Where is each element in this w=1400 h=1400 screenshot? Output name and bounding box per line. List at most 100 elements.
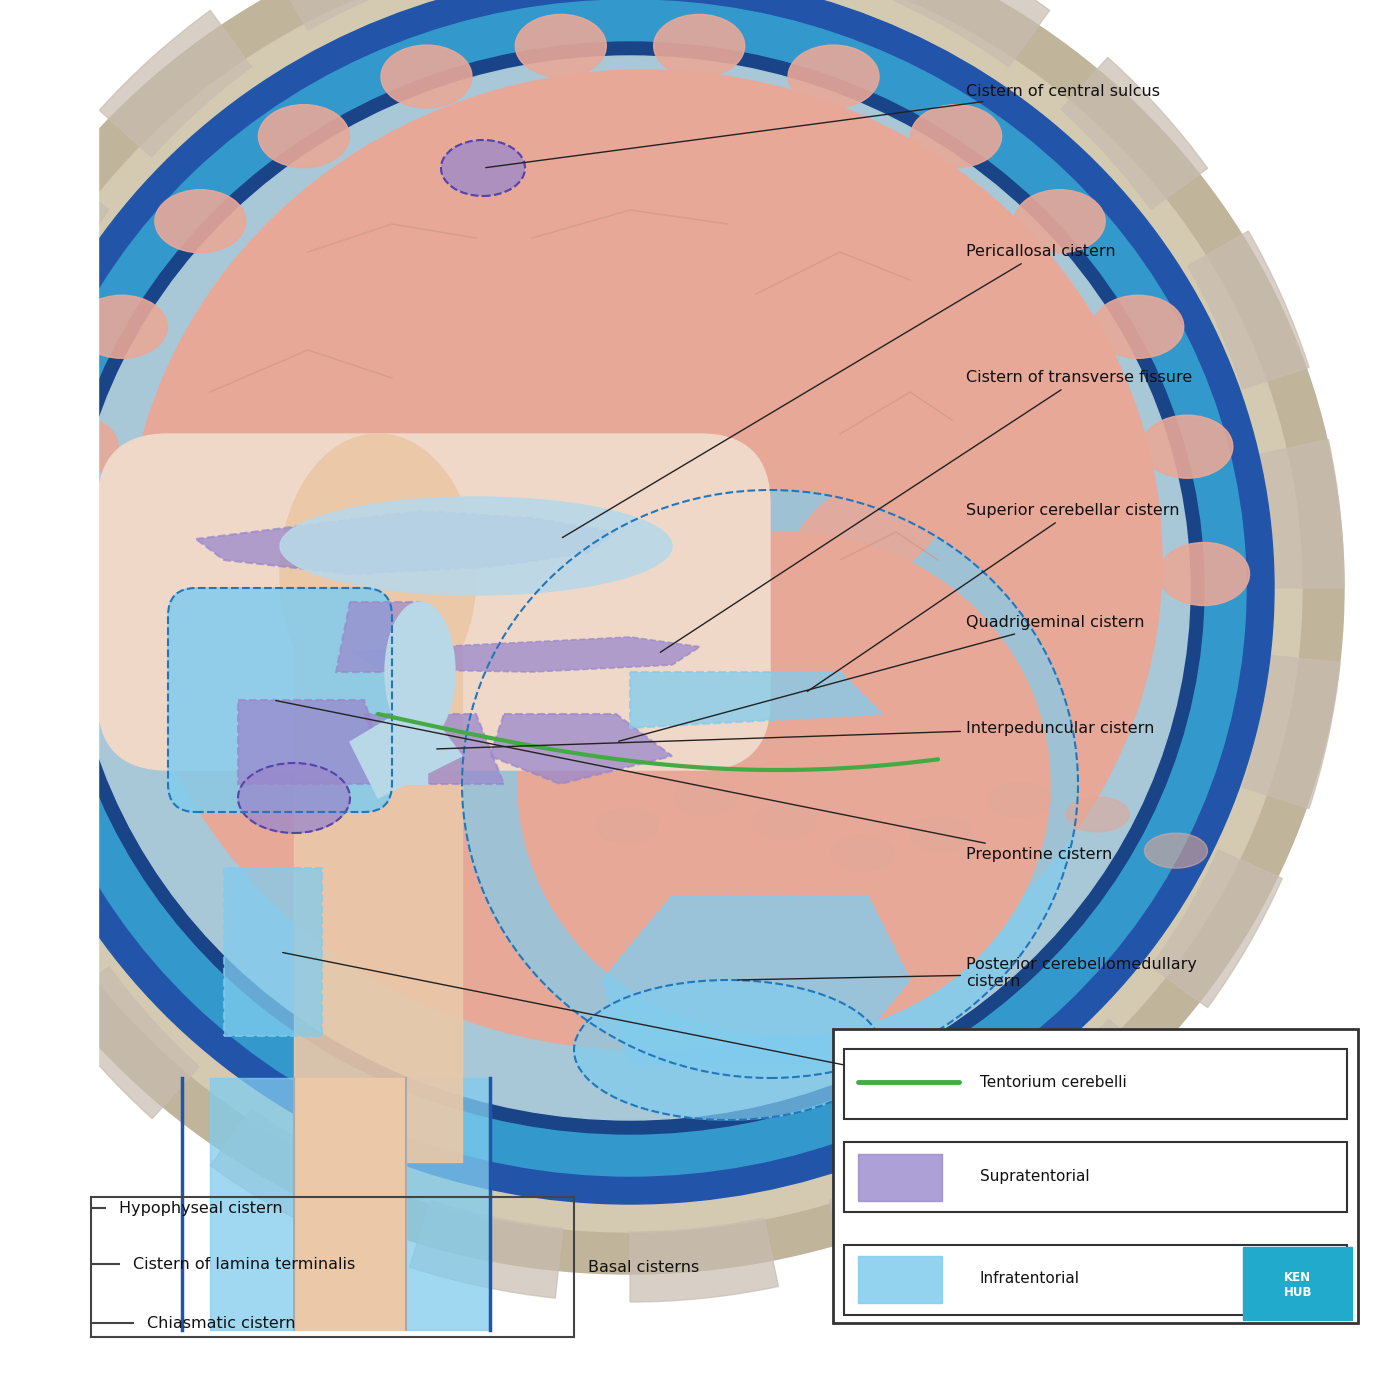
Wedge shape [0, 168, 109, 326]
Polygon shape [196, 511, 616, 574]
Wedge shape [829, 1145, 987, 1267]
Ellipse shape [910, 105, 1001, 168]
Ellipse shape [0, 0, 1274, 1204]
Ellipse shape [259, 105, 350, 168]
FancyBboxPatch shape [168, 588, 392, 812]
Ellipse shape [462, 490, 1078, 1078]
Polygon shape [490, 714, 672, 784]
Bar [844, 1049, 1347, 1119]
Polygon shape [224, 868, 322, 1036]
Text: Posterior cerebellomedullary
cistern: Posterior cerebellomedullary cistern [738, 956, 1197, 990]
Ellipse shape [647, 365, 809, 475]
Ellipse shape [11, 542, 102, 605]
Ellipse shape [155, 190, 246, 253]
Polygon shape [350, 637, 700, 672]
Wedge shape [409, 1200, 563, 1298]
Ellipse shape [0, 0, 1344, 1274]
Bar [844, 1245, 1347, 1315]
Wedge shape [1187, 231, 1309, 389]
Wedge shape [0, 787, 73, 945]
Ellipse shape [783, 643, 897, 757]
FancyBboxPatch shape [98, 434, 770, 770]
Polygon shape [336, 602, 420, 672]
Ellipse shape [1145, 833, 1207, 868]
Text: Cistern of transverse fissure: Cistern of transverse fissure [661, 371, 1193, 652]
Text: Pericallosal cistern: Pericallosal cistern [563, 245, 1116, 538]
Ellipse shape [76, 295, 167, 358]
Ellipse shape [126, 70, 1162, 1050]
Text: KEN
HUB: KEN HUB [1284, 1271, 1312, 1299]
Wedge shape [273, 0, 431, 31]
Text: Prepontine cistern: Prepontine cistern [276, 700, 1112, 861]
Wedge shape [1061, 57, 1208, 210]
Ellipse shape [1159, 542, 1249, 605]
Ellipse shape [14, 0, 1246, 1176]
Text: Interpeduncular cistern: Interpeduncular cistern [437, 721, 1155, 749]
Text: Premedullary cistern: Premedullary cistern [283, 952, 1133, 1113]
Ellipse shape [441, 140, 525, 196]
Ellipse shape [56, 42, 1204, 1134]
Bar [0, 0, 98, 1400]
Polygon shape [238, 700, 392, 784]
Ellipse shape [588, 259, 756, 357]
Ellipse shape [910, 816, 973, 851]
Bar [844, 1142, 1347, 1212]
Wedge shape [1008, 1019, 1161, 1166]
Text: Cistern of lamina terminalis: Cistern of lamina terminalis [133, 1257, 356, 1271]
Ellipse shape [27, 416, 118, 479]
Ellipse shape [788, 45, 879, 108]
Wedge shape [1260, 440, 1344, 588]
Ellipse shape [736, 326, 888, 430]
Ellipse shape [1014, 190, 1105, 253]
Text: Quadrigeminal cistern: Quadrigeminal cistern [619, 616, 1145, 741]
Polygon shape [364, 714, 504, 784]
Bar [210, 1078, 294, 1330]
Ellipse shape [70, 56, 1190, 1120]
FancyBboxPatch shape [1243, 1247, 1352, 1320]
Polygon shape [350, 700, 462, 798]
Ellipse shape [1142, 416, 1233, 479]
Ellipse shape [518, 532, 1050, 1036]
Wedge shape [210, 1109, 368, 1240]
Text: Tentorium cerebelli: Tentorium cerebelli [980, 1075, 1127, 1089]
Ellipse shape [675, 781, 736, 816]
Ellipse shape [515, 14, 606, 77]
Text: Chiasmatic cistern: Chiasmatic cistern [147, 1316, 295, 1330]
Wedge shape [892, 0, 1050, 67]
Bar [399, 672, 427, 784]
Bar [858, 1154, 942, 1201]
Polygon shape [602, 896, 910, 1064]
Text: Infratentorial: Infratentorial [980, 1271, 1079, 1285]
Ellipse shape [238, 763, 350, 833]
Wedge shape [0, 367, 18, 521]
Ellipse shape [381, 45, 472, 108]
Polygon shape [630, 672, 882, 728]
Ellipse shape [753, 805, 816, 840]
Bar [294, 1078, 406, 1330]
Ellipse shape [791, 472, 945, 592]
Wedge shape [1242, 655, 1340, 809]
Ellipse shape [832, 836, 895, 871]
Wedge shape [630, 1218, 778, 1302]
Ellipse shape [1067, 797, 1130, 832]
Text: Cistern of central sulcus: Cistern of central sulcus [486, 84, 1161, 168]
Wedge shape [52, 966, 199, 1119]
Ellipse shape [0, 0, 1302, 1232]
Ellipse shape [280, 497, 672, 595]
FancyBboxPatch shape [833, 1029, 1358, 1323]
Ellipse shape [574, 980, 882, 1120]
Ellipse shape [654, 14, 745, 77]
Ellipse shape [400, 230, 580, 330]
Bar [406, 1078, 490, 1330]
Ellipse shape [280, 434, 476, 714]
Ellipse shape [190, 389, 314, 507]
Text: Superior cerebellar cistern: Superior cerebellar cistern [808, 504, 1179, 692]
Wedge shape [1151, 850, 1282, 1008]
Ellipse shape [227, 518, 333, 658]
Ellipse shape [385, 602, 455, 742]
Ellipse shape [1093, 295, 1184, 358]
Wedge shape [99, 10, 252, 157]
Ellipse shape [596, 809, 659, 843]
Text: Basal cisterns: Basal cisterns [588, 1260, 699, 1274]
Text: Supratentorial: Supratentorial [980, 1169, 1089, 1183]
